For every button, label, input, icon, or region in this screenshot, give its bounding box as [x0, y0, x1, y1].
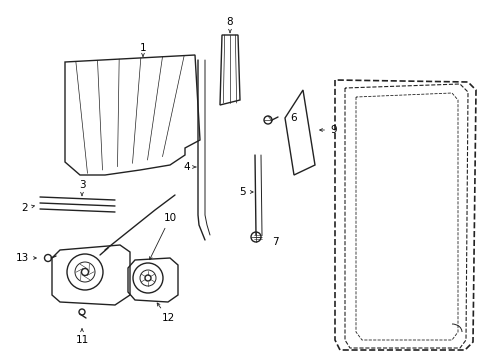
Text: 10: 10 [149, 213, 176, 260]
Text: 8: 8 [226, 17, 233, 33]
Text: 13: 13 [15, 253, 36, 263]
Text: 6: 6 [289, 113, 296, 123]
Text: 1: 1 [140, 43, 146, 56]
Text: 7: 7 [271, 237, 278, 247]
Text: 12: 12 [157, 303, 174, 323]
Text: 11: 11 [75, 329, 88, 345]
Text: 5: 5 [239, 187, 253, 197]
Text: 9: 9 [319, 125, 336, 135]
Text: 3: 3 [79, 180, 85, 195]
Text: 2: 2 [21, 203, 34, 213]
Text: 4: 4 [183, 162, 196, 172]
